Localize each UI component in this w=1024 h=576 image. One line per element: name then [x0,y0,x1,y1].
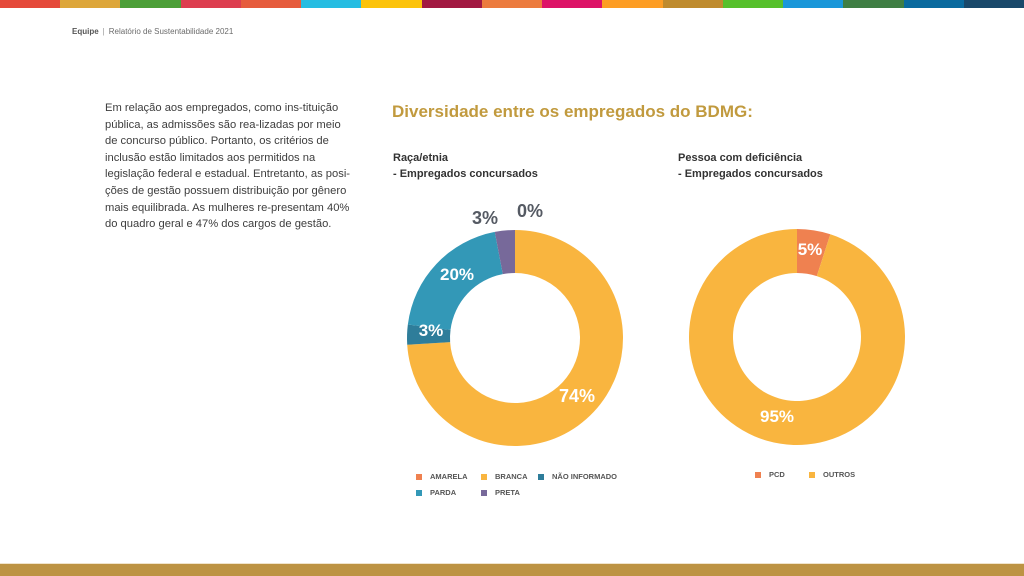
header-document-title: Relatório de Sustentabilidade 2021 [108,27,234,36]
legend-swatch [755,471,761,478]
body-paragraph: Em relação aos empregados, como ins-titu… [105,102,351,231]
legend-item-outros: OUTROS [809,470,855,479]
data-label-branca: 74% [559,386,595,406]
sdg-color-segment [542,0,603,8]
chart-raca-title: Raça/etnia - Empregados concursados [393,150,538,182]
data-label-n-o-informado: 3% [419,321,444,340]
donut-slice-branca [407,230,623,447]
legend-item-n-o-informado: NÃO INFORMADO [538,472,617,481]
header-separator: | [102,27,105,36]
legend-item-parda: PARDA [416,488,456,497]
legend-label: PCD [769,470,785,479]
data-label-outros: 95% [760,407,794,426]
donut-slice-preta [494,230,515,275]
donut-slice-pcd [797,229,831,277]
legend-swatch [538,473,544,480]
legend-item-pcd: PCD [755,470,785,479]
legend-swatch [481,489,487,496]
sdg-color-segment [783,0,844,8]
legend-swatch [481,473,487,480]
header-section: Equipe [72,27,99,36]
footer-divider [0,563,1024,564]
legend-item-branca: BRANCA [481,472,528,481]
sdg-color-segment [843,0,904,8]
donut-slice-n-o-informado [407,324,451,345]
legend-swatch [809,471,815,478]
sdg-color-segment [963,0,1024,8]
chart-pcd-title-line2: - Empregados concursados [678,168,823,180]
sdg-color-segment [301,0,362,8]
legend-swatch [416,489,422,496]
donut-slice-outros [689,229,905,445]
data-label-pcd: 5% [798,240,823,259]
page-header: Equipe | Relatório de Sustentabilidade 202… [72,27,233,36]
chart-pcd-title: Pessoa com deficiência - Empregados conc… [678,150,823,182]
section-title: Diversidade entre os empregados do BDMG: [392,102,753,121]
sdg-color-segment [60,0,121,8]
legend-label: OUTROS [823,470,856,479]
footer-band [0,564,1024,576]
legend-label: PARDA [430,488,457,497]
legend-item-amarela: AMARELA [416,472,468,481]
donut-slice-parda [407,231,503,330]
data-label-preta: 3% [472,208,498,228]
sdg-color-segment [481,0,543,8]
legend-item-preta: PRETA [481,488,520,497]
legend-label: AMARELA [430,472,468,481]
chart-raca-title-line2: - Empregados concursados [393,168,538,180]
sdg-color-segment [180,0,241,8]
sdg-color-bar [0,0,1024,8]
legend-label: PRETA [495,488,520,497]
sdg-color-segment [662,0,723,8]
sdg-color-segment [903,0,964,8]
sdg-color-segment [602,0,663,8]
data-label-amarela: 0% [517,201,543,221]
legend-label: BRANCA [495,472,528,481]
sdg-color-segment [421,0,482,8]
chart-pcd-title-line1: Pessoa com deficiência [678,152,803,164]
legend-label: NÃO INFORMADO [552,472,617,481]
data-label-parda: 20% [440,265,474,284]
legend-swatch [416,473,422,480]
sdg-color-segment [722,0,784,8]
sdg-color-segment [0,0,61,8]
sdg-color-segment [361,0,422,8]
sdg-color-segment [120,0,181,8]
sdg-color-segment [240,0,302,8]
chart-raca-title-line1: Raça/etnia [393,152,449,164]
